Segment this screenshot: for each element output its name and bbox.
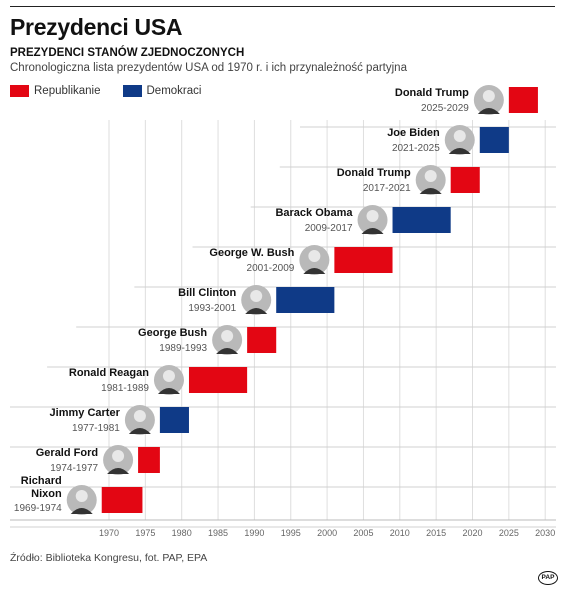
term-years: 2025-2029: [421, 103, 469, 114]
legend-label-republicans: Republikanie: [34, 85, 101, 97]
president-name: Joe Biden: [387, 127, 440, 139]
x-tick-label: 2015: [426, 528, 446, 538]
x-tick-label: 2010: [390, 528, 410, 538]
x-tick-label: 1975: [135, 528, 155, 538]
portrait-shoulders: [245, 308, 268, 314]
top-rule: [10, 6, 555, 7]
term-bar: [334, 247, 393, 273]
portrait-face: [221, 330, 234, 342]
term-years: 2021-2025: [392, 143, 440, 154]
term-bar: [101, 487, 143, 513]
x-tick-label: 2030: [535, 528, 555, 538]
portrait-face: [162, 370, 175, 382]
president-name: Donald Trump: [337, 167, 411, 179]
portrait-face: [453, 130, 466, 142]
x-tick-label: 1990: [244, 528, 264, 538]
term-bar: [276, 287, 335, 313]
portrait-face: [112, 450, 125, 462]
portrait-shoulders: [448, 148, 471, 154]
portrait-face: [308, 250, 321, 262]
x-tick-label: 2000: [317, 528, 337, 538]
term-years: 1969-1974: [14, 503, 62, 514]
portrait-face: [133, 410, 146, 422]
x-tick-label: 1970: [99, 528, 119, 538]
legend-item-republicans: Republikanie: [10, 85, 101, 97]
term-bar: [508, 87, 538, 113]
portrait-face: [250, 290, 263, 302]
term-bar: [247, 327, 277, 353]
portrait-shoulders: [361, 228, 384, 234]
chart-description: Chronologiczna lista prezydentów USA od …: [10, 62, 407, 74]
x-tick-label: 2025: [499, 528, 519, 538]
term-bar: [392, 207, 451, 233]
legend-swatch-democrats: [122, 85, 142, 97]
x-tick-label: 1980: [172, 528, 192, 538]
portrait-shoulders: [303, 268, 326, 274]
portrait-shoulders: [70, 508, 93, 514]
pap-logo: PAP: [538, 571, 558, 585]
portrait-face: [366, 210, 379, 222]
portrait-shoulders: [216, 348, 239, 354]
term-bar: [138, 447, 160, 473]
term-years: 1993-2001: [188, 303, 236, 314]
president-name: Jimmy Carter: [50, 407, 121, 419]
portrait-shoulders: [157, 388, 180, 394]
term-years: 2009-2017: [305, 223, 353, 234]
x-tick-label: 2020: [462, 528, 482, 538]
portrait-shoulders: [477, 108, 500, 114]
legend-item-democrats: Demokraci: [122, 85, 202, 97]
president-name: Ronald Reagan: [69, 367, 149, 379]
president-name: Richard: [21, 475, 62, 487]
president-name: George W. Bush: [209, 247, 294, 259]
portrait-face: [75, 490, 88, 502]
x-tick-label: 2005: [353, 528, 373, 538]
term-years: 1974-1977: [50, 463, 98, 474]
president-name: Gerald Ford: [36, 447, 98, 459]
portrait-shoulders: [419, 188, 442, 194]
source-note: Źródło: Biblioteka Kongresu, fot. PAP, E…: [10, 552, 208, 564]
term-years: 1981-1989: [101, 383, 149, 394]
page-title: Prezydenci USA: [10, 14, 183, 40]
president-name: Barack Obama: [275, 207, 353, 219]
legend-label-democrats: Demokraci: [146, 85, 202, 97]
x-tick-label: 1995: [281, 528, 301, 538]
president-name: Nixon: [31, 488, 62, 500]
legend-swatch-republicans: [10, 85, 29, 97]
x-tick-label: 1985: [208, 528, 228, 538]
term-bar: [450, 167, 480, 193]
term-years: 2001-2009: [247, 263, 295, 274]
portrait-shoulders: [128, 428, 151, 434]
portrait-face: [424, 170, 437, 182]
president-name: Bill Clinton: [178, 287, 236, 299]
term-years: 2017-2021: [363, 183, 411, 194]
chart-subtitle: PREZYDENCI STANÓW ZJEDNOCZONYCH: [10, 47, 245, 59]
legend: Republikanie Demokraci: [10, 85, 223, 97]
term-bar: [188, 367, 248, 393]
president-name: George Bush: [138, 327, 207, 339]
president-name: Donald Trump: [395, 87, 469, 99]
portrait-face: [482, 90, 495, 102]
term-bar: [159, 407, 189, 433]
term-years: 1989-1993: [159, 343, 207, 354]
term-years: 1977-1981: [72, 423, 120, 434]
portrait-shoulders: [107, 468, 130, 474]
term-bar: [479, 127, 509, 153]
